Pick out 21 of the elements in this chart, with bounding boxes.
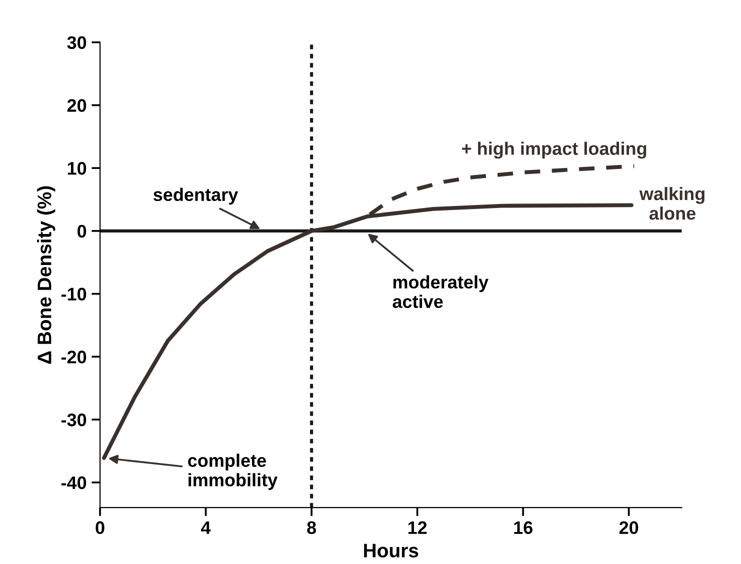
x-tick-label: 16 (514, 521, 532, 534)
x-tick-label: 4 (201, 521, 211, 534)
y-tick-label: 0 (78, 224, 86, 238)
x-axis-title: Hours (364, 544, 418, 558)
series-label: walking alone (639, 186, 704, 220)
y-tick-label: 30 (67, 36, 86, 50)
x-tick-label: 8 (307, 521, 316, 534)
series-label: + high impact loading (462, 142, 646, 159)
x-tick-label: 20 (619, 521, 638, 534)
y-axis-title: Δ Bone Density (%) (37, 186, 56, 364)
annotation: moderately active (392, 275, 488, 308)
y-tick-label: -40 (61, 476, 86, 490)
x-tick-label: 12 (408, 521, 427, 534)
y-tick-label: 10 (68, 162, 86, 175)
x-tick-label: 0 (96, 521, 104, 534)
annotation: complete immobility (188, 454, 278, 490)
y-tick-label: -20 (61, 350, 86, 364)
y-tick-label: 20 (67, 99, 86, 112)
y-tick-label: -10 (61, 288, 86, 301)
annotation: sedentary (153, 188, 238, 205)
y-tick-label: -30 (61, 414, 86, 426)
